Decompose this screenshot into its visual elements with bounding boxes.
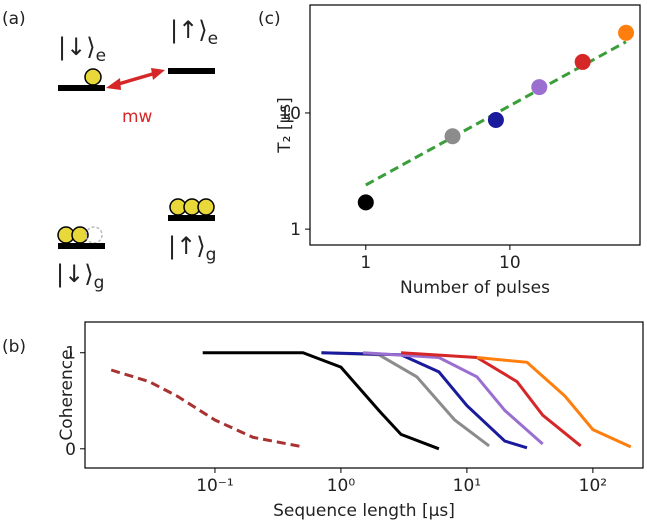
plot-frame [84,321,644,469]
atom [71,226,89,244]
state-label: |↓⟩g [56,260,104,293]
plot-frame [309,4,641,246]
panel-a: (a) |↓⟩e |↑⟩e mw |↓⟩g |↑⟩g [2,9,218,293]
state-label: |↑⟩g [168,232,216,265]
atom [197,198,215,216]
y-tick-label: 10 [279,104,301,124]
arrow-head [151,68,165,80]
point [487,111,504,128]
y-tick-label: 0 [65,440,76,460]
ket-sub: e [96,46,106,66]
y-axis-label: Coherence [57,349,77,440]
x-tick-label: 10⁰ [327,476,356,496]
ket-sub: e [208,29,218,49]
point [618,24,635,41]
x-tick-label: 1 [360,253,371,273]
arrow [114,71,157,87]
point [574,53,591,70]
x-tick-label: 10² [579,476,607,496]
x-axis-label: Number of pulses [400,278,550,298]
x-tick-label: 10 [499,253,521,273]
ket: |↓⟩ [58,33,96,61]
fit-curve [321,351,491,448]
x-tick-label: 10¹ [453,476,481,496]
ket-sub: g [94,273,105,293]
x-axis-label: Sequence length [μs] [273,501,455,521]
point [531,79,548,96]
ket: |↑⟩ [170,16,208,44]
panel-label: (c) [258,9,281,29]
level [168,215,215,221]
ket: |↓⟩ [56,260,94,288]
panel-label: (b) [2,337,26,357]
transition-label: mw [122,107,153,127]
fit-curve [363,351,544,446]
fit-curve [476,356,632,449]
y-tick-label: 1 [290,220,301,240]
point [357,194,374,211]
x-tick-label: 10⁻¹ [196,476,233,496]
ket: |↑⟩ [168,232,206,260]
ket-sub: g [206,245,217,265]
fit-curve [202,351,440,451]
y-tick-label: 1 [65,344,76,364]
fit-curve [110,368,304,449]
state-label: |↑⟩e [170,16,218,49]
level [168,68,215,74]
state-label: |↓⟩e [58,33,106,66]
arrow-head [106,78,121,90]
fit-curve [400,351,582,448]
level [58,243,105,249]
level [58,85,105,91]
atom [84,68,102,86]
y-axis-label: T₂ [μs] [275,97,295,154]
panel-label: (a) [2,9,26,29]
point [444,128,461,145]
